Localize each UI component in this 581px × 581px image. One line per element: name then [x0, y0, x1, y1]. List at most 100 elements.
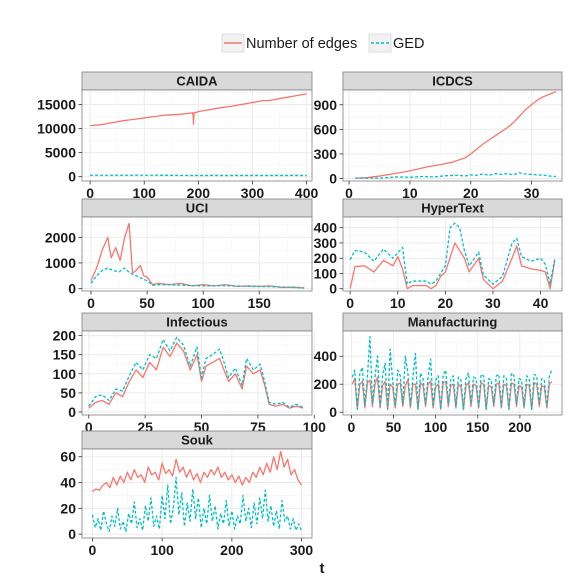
ged-line: [90, 267, 305, 289]
y-tick-label: 300: [314, 235, 338, 251]
y-tick-label: 40: [60, 475, 76, 491]
panel-border: [342, 330, 563, 416]
panel-caida: CAIDA 0 100 200 300 400 0 5000 10000 15000: [37, 71, 319, 201]
x-tick-label: 0: [345, 185, 353, 201]
y-tick-label: 0: [68, 280, 76, 296]
y-tick-label: 15000: [37, 96, 76, 112]
x-tick-label: 100: [133, 185, 157, 201]
panel-title: HyperText: [421, 201, 484, 216]
panel-border: [342, 216, 563, 292]
y-tick-label: 2000: [45, 229, 76, 245]
x-tick-label: 100: [424, 419, 448, 435]
number-of-edges-line: [92, 450, 303, 493]
x-tick-label: 30: [485, 295, 501, 311]
gridlines: [343, 90, 562, 181]
panel-background: [343, 331, 562, 415]
x-tick-label: 200: [508, 419, 532, 435]
ged-line: [351, 335, 553, 411]
x-tick-label: 0: [346, 295, 354, 311]
y-tick-label: 1000: [45, 255, 76, 271]
panel-background: [82, 90, 312, 181]
x-tick-label: 10: [402, 185, 418, 201]
panel-uci: UCI 0 50 100 150 0 1000 2000: [45, 198, 313, 311]
y-tick-label: 200: [314, 250, 338, 266]
number-of-edges-line: [355, 91, 557, 179]
panel-background: [82, 217, 312, 291]
y-tick-label: 0: [329, 171, 337, 187]
y-tick-label: 100: [314, 265, 338, 281]
gridlines: [82, 331, 315, 415]
x-tick-label: 0: [86, 185, 94, 201]
x-tick-label: 200: [220, 542, 244, 558]
panel-border: [81, 89, 313, 182]
y-tick-label: 10000: [37, 121, 76, 137]
x-tick-label: 300: [290, 542, 314, 558]
y-tick-label: 0: [68, 526, 76, 542]
x-tick-label: 100: [150, 542, 174, 558]
y-tick-label: 100: [53, 366, 77, 382]
panel-souk: Souk 0 100 200 300 0 20 40 60: [60, 430, 314, 558]
x-tick-label: 150: [466, 419, 490, 435]
number-of-edges-line: [351, 376, 553, 411]
y-tick-label: 200: [53, 328, 77, 344]
panel-border: [342, 89, 563, 182]
x-tick-label: 10: [390, 295, 406, 311]
panel-title: Souk: [181, 433, 214, 448]
ged-line: [88, 336, 304, 409]
x-tick-label: 0: [85, 419, 93, 435]
x-tick-label: 400: [295, 185, 319, 201]
y-tick-label: 400: [314, 348, 338, 364]
panel-title: Manufacturing: [408, 315, 498, 330]
x-tick-label: 300: [241, 185, 265, 201]
x-tick-label: 20: [438, 295, 454, 311]
y-tick-label: 0: [68, 404, 76, 420]
y-tick-label: 60: [60, 449, 76, 465]
y-tick-label: 400: [314, 220, 338, 236]
gridlines: [343, 217, 562, 291]
y-tick-label: 600: [314, 121, 338, 137]
panel-title: CAIDA: [176, 74, 218, 89]
x-tick-label: 40: [533, 295, 549, 311]
y-tick-label: 300: [314, 146, 338, 162]
x-tick-label: 100: [191, 295, 215, 311]
y-tick-label: 0: [329, 281, 337, 297]
legend-label: GED: [393, 36, 424, 52]
panel-border: [81, 448, 313, 539]
y-tick-label: 200: [314, 376, 338, 392]
x-tick-label: 50: [386, 419, 402, 435]
panel-background: [343, 90, 562, 181]
y-tick-label: 0: [68, 169, 76, 185]
y-tick-label: 0: [329, 404, 337, 420]
y-tick-label: 50: [60, 385, 76, 401]
panel-title: UCI: [186, 201, 208, 216]
number-of-edges-line: [90, 93, 307, 127]
y-tick-label: 150: [53, 347, 77, 363]
x-tick-label: 150: [248, 295, 272, 311]
number-of-edges-line: [349, 242, 556, 290]
x-tick-label: 50: [139, 295, 155, 311]
ged-line: [91, 476, 303, 533]
legend: Number of edges GED: [221, 33, 424, 53]
number-of-edges-line: [88, 342, 304, 409]
x-tick-label: 30: [524, 185, 540, 201]
gridlines: [82, 90, 312, 181]
gridlines: [82, 217, 312, 291]
ged-line: [349, 222, 556, 285]
panel-border: [81, 330, 313, 416]
x-tick-label: 0: [87, 295, 95, 311]
legend-label: Number of edges: [246, 36, 357, 52]
legend-key: [368, 33, 392, 53]
number-of-edges-line: [90, 222, 305, 289]
x-axis-title: t: [320, 560, 325, 577]
panel-title: ICDCS: [432, 74, 473, 89]
panel-manufacturing: Manufacturing 0 50 100 150 200 0 200 400: [314, 312, 563, 435]
x-tick-label: 20: [463, 185, 479, 201]
panel-border: [81, 216, 313, 292]
ged-line: [355, 172, 556, 179]
y-tick-label: 20: [60, 500, 76, 516]
legend-entry-ged: GED: [368, 33, 424, 53]
